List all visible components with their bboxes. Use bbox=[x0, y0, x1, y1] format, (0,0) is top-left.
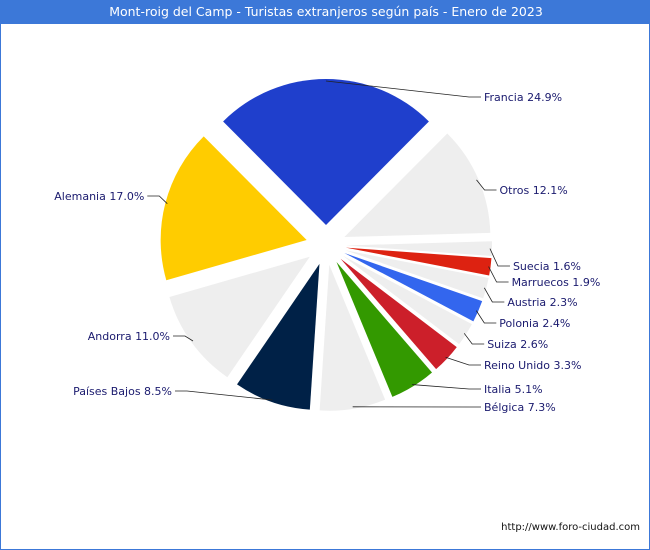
pie-slice-marruecos bbox=[345, 247, 492, 276]
leader-line-suiza bbox=[463, 333, 485, 345]
leader-line-andorra bbox=[173, 335, 194, 342]
pie-slice-austria bbox=[345, 250, 489, 299]
chart-title: Mont-roig del Camp - Turistas extranjero… bbox=[1, 0, 650, 24]
pie-slice-otros bbox=[344, 133, 491, 238]
leader-line-alemania bbox=[147, 195, 168, 205]
slice-label-otros: Otros 12.1% bbox=[500, 184, 568, 197]
leader-line-francia bbox=[325, 80, 481, 98]
pie-slice-suiza bbox=[342, 255, 472, 345]
slice-label-suiza: Suiza 2.6% bbox=[487, 338, 548, 351]
slice-label-alemania: Alemania 17.0% bbox=[54, 190, 144, 203]
source-credit: http://www.foro-ciudad.com bbox=[501, 522, 640, 533]
pie-slice-francia bbox=[223, 79, 429, 225]
slice-label-polonia: Polonia 2.4% bbox=[499, 317, 570, 330]
slice-label-reino-unido: Reino Unido 3.3% bbox=[484, 359, 581, 372]
slice-label-italia: Italia 5.1% bbox=[484, 383, 543, 396]
leader-line-otros bbox=[476, 179, 497, 191]
leader-line-marruecos bbox=[488, 266, 509, 283]
slice-label-marruecos: Marruecos 1.9% bbox=[512, 276, 601, 289]
leader-line-italia bbox=[412, 384, 481, 390]
slice-label-austria: Austria 2.3% bbox=[507, 296, 577, 309]
slice-label-belgica: Bélgica 7.3% bbox=[484, 401, 556, 414]
pie-slice-belgica bbox=[319, 264, 386, 411]
pie-slice-andorra bbox=[169, 256, 310, 378]
pie-slice-reino-unido bbox=[340, 258, 457, 370]
slice-label-francia: Francia 24.9% bbox=[484, 91, 562, 104]
slice-label-andorra: Andorra 11.0% bbox=[88, 330, 170, 343]
leader-line-reino-unido bbox=[445, 356, 481, 366]
leader-line-paises-bajos bbox=[175, 390, 273, 401]
pie-slice-polonia bbox=[344, 253, 483, 322]
leader-line-austria bbox=[483, 287, 505, 303]
pie-slice-alemania bbox=[160, 136, 307, 281]
leader-line-polonia bbox=[475, 310, 497, 324]
leader-line-suecia bbox=[489, 248, 510, 267]
slice-label-paises-bajos: Países Bajos 8.5% bbox=[73, 385, 172, 398]
pie-slice-italia bbox=[336, 262, 433, 397]
slice-label-suecia: Suecia 1.6% bbox=[513, 260, 581, 273]
pie-slice-suecia bbox=[345, 241, 492, 256]
pie-slice-paises-bajos bbox=[237, 263, 320, 410]
